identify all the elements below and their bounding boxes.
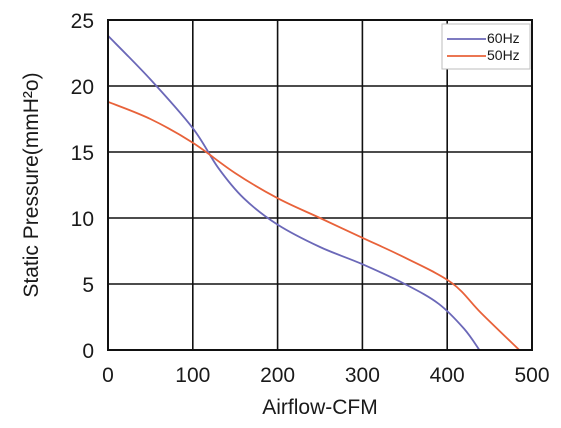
y-tick-label: 15 xyxy=(71,142,94,165)
legend-box xyxy=(441,23,531,70)
series-line-60hz xyxy=(107,35,481,351)
series-lines xyxy=(107,35,520,351)
y-tick-labels: 0 5 10 15 20 25 xyxy=(71,10,94,363)
x-tick-label: 400 xyxy=(430,364,465,387)
x-axis-title: Airflow-CFM xyxy=(262,396,378,419)
plot-frame xyxy=(107,19,533,351)
x-tick-labels: 0 100 200 300 400 500 xyxy=(102,364,549,387)
y-tick-label: 5 xyxy=(82,274,94,297)
x-tick-label: 300 xyxy=(345,364,380,387)
x-tick-label: 0 xyxy=(102,364,114,387)
y-axis-title: Static Pressure(mmH²o) xyxy=(20,72,43,297)
x-tick-label: 500 xyxy=(514,364,549,387)
y-tick-label: 25 xyxy=(71,10,94,33)
legend-label: 60Hz xyxy=(487,30,520,46)
x-tick-label: 100 xyxy=(175,364,210,387)
x-tick-label: 200 xyxy=(260,364,295,387)
series-line-50hz xyxy=(107,100,520,351)
y-tick-label: 20 xyxy=(71,76,94,99)
y-tick-label: 10 xyxy=(71,208,94,231)
legend-label: 50Hz xyxy=(487,47,520,63)
y-tick-label: 0 xyxy=(82,340,94,363)
